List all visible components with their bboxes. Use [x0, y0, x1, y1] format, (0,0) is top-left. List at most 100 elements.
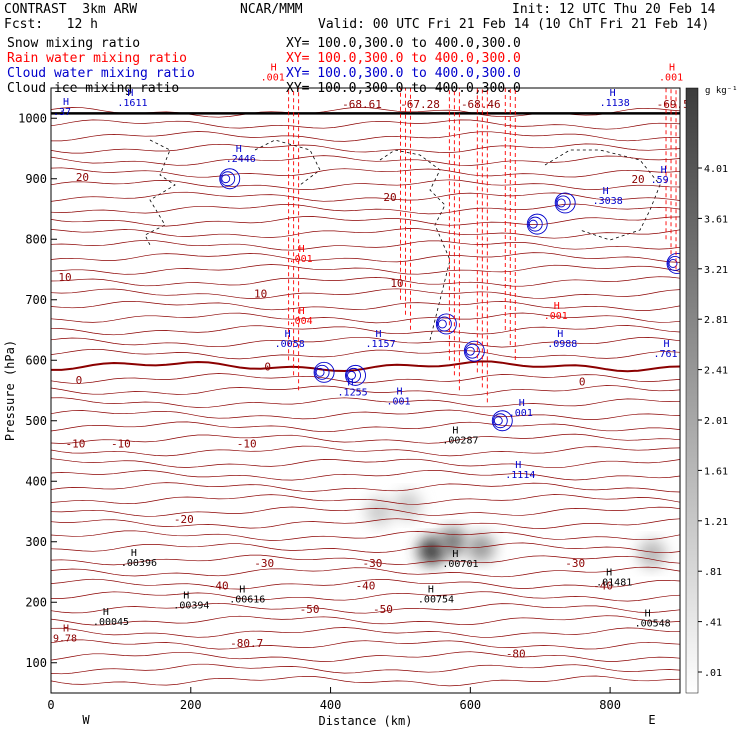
valid-time: Valid: 00 UTC Fri 21 Feb 14 (10 ChT Fri … — [318, 17, 710, 32]
max-marker-H: H — [131, 548, 137, 559]
temperature-contour — [51, 469, 680, 481]
temperature-contour — [51, 191, 680, 202]
cloud-water-contour — [526, 213, 548, 235]
temperature-contour-label: -40 — [209, 579, 229, 592]
temperature-contour — [51, 228, 680, 239]
temperature-contour — [51, 167, 680, 178]
temperature-contour — [51, 336, 680, 348]
max-value-label: .1157 — [366, 339, 396, 350]
max-marker-H: H — [239, 584, 245, 595]
cloud-water-contour — [315, 367, 325, 377]
y-tick-label: 700 — [25, 293, 47, 307]
cloud-water-contour — [463, 340, 485, 362]
temperature-contour — [51, 482, 680, 493]
temperature-contour — [51, 445, 680, 457]
snow-column — [365, 497, 394, 526]
cloud-water-contour — [313, 361, 335, 383]
temperature-contour — [51, 578, 680, 590]
temperature-contour-label: 20 — [631, 173, 644, 186]
max-value-label: .00394 — [173, 600, 209, 611]
max-value-label: .001 — [544, 311, 568, 322]
x-tick-label: 600 — [459, 698, 481, 712]
cloud-water-contour — [491, 410, 513, 432]
y-tick-label: 600 — [25, 353, 47, 367]
x-axis-title: Distance (km) — [319, 714, 413, 728]
cloud-water-contour — [435, 313, 457, 335]
temperature-contour — [51, 591, 680, 602]
colorbar-tick-label: 2.41 — [704, 366, 728, 377]
cloud-water-contour — [527, 216, 543, 232]
max-marker-H: H — [63, 97, 69, 108]
temperature-contour-label: -80.7 — [230, 637, 263, 650]
max-value-label: .001 — [289, 254, 313, 265]
temperature-contour — [51, 300, 680, 311]
legend-rain-xy: XY= 100.0,300.0 to 400.0,300.0 — [286, 51, 521, 66]
temperature-contour-label: -30 — [565, 557, 585, 570]
temperature-contour — [51, 602, 680, 614]
max-value-label: .001 — [509, 408, 533, 419]
max-value-label: .00396 — [121, 558, 157, 569]
temperature-contour — [51, 312, 680, 324]
temperature-contour — [51, 360, 680, 373]
cloud-water-contour — [493, 416, 503, 426]
max-marker-H: H — [554, 301, 560, 312]
max-value-label: .004 — [289, 316, 313, 327]
temperature-contour — [51, 385, 680, 396]
cloud-water-contour — [666, 253, 680, 274]
y-tick-label: 300 — [25, 535, 47, 549]
temperature-contour — [51, 627, 680, 638]
max-value-label: .001 — [386, 396, 410, 407]
temperature-contour — [51, 216, 680, 227]
cloud-water-contour — [219, 168, 241, 190]
temperature-contour-label: -80 — [506, 648, 526, 661]
legend-cloud-water-name: Cloud water mixing ratio — [7, 66, 195, 81]
snow-column — [393, 491, 422, 520]
max-marker-H: H — [376, 329, 382, 340]
max-value-label: .00754 — [418, 594, 454, 605]
temperature-contour-label: 0 — [76, 374, 83, 387]
max-value-label: .2446 — [226, 154, 256, 165]
temperature-contour — [51, 663, 680, 675]
top-temperature-label: -67.28 — [400, 98, 440, 111]
max-marker-H: H — [610, 88, 616, 99]
temperature-contour-label: 20 — [76, 171, 89, 184]
max-value-label: .1138 — [600, 98, 630, 109]
temperature-contour — [51, 155, 680, 166]
temperature-contour — [51, 530, 680, 541]
max-marker-H: H — [348, 377, 354, 388]
max-value-label: .0058 — [275, 339, 305, 350]
coastline-outline — [544, 149, 661, 241]
snow-column — [638, 539, 667, 568]
temperature-contour — [51, 494, 680, 505]
y-tick-label: 400 — [25, 474, 47, 488]
max-marker-H: H — [661, 165, 667, 176]
temperature-contour — [51, 542, 680, 554]
temperature-contour — [51, 373, 680, 384]
temperature-contour — [51, 639, 680, 650]
cloud-water-contour — [667, 256, 680, 271]
snow-column — [466, 533, 495, 562]
cloud-water-contour — [668, 259, 678, 268]
colorbar-tick-label: 3.21 — [704, 265, 728, 276]
temperature-contour-label: -50 — [300, 603, 320, 616]
max-value-label: 9.78 — [53, 634, 77, 645]
temperature-contour — [51, 288, 680, 299]
cloud-water-contour — [220, 171, 236, 187]
temperature-contour-label: -10 — [66, 438, 86, 451]
cloud-water-contour — [492, 413, 508, 429]
temperature-contour — [51, 239, 680, 251]
y-tick-label: 500 — [25, 414, 47, 428]
temperature-contour — [51, 566, 680, 578]
temperature-contour — [51, 433, 680, 444]
max-marker-H: H — [557, 329, 563, 340]
top-temperature-label: -68.61 — [342, 98, 382, 111]
y-tick-label: 100 — [25, 656, 47, 670]
temperature-contour-label: 10 — [58, 271, 71, 284]
temperature-contour-label: -40 — [593, 579, 613, 592]
coastline-outline — [144, 139, 176, 246]
temperature-contour-label: -10 — [237, 438, 257, 451]
temperature-contour — [51, 421, 680, 433]
max-value-label: .00701 — [442, 559, 478, 570]
cloud-water-contour — [221, 174, 231, 184]
temperature-contour — [51, 325, 680, 336]
